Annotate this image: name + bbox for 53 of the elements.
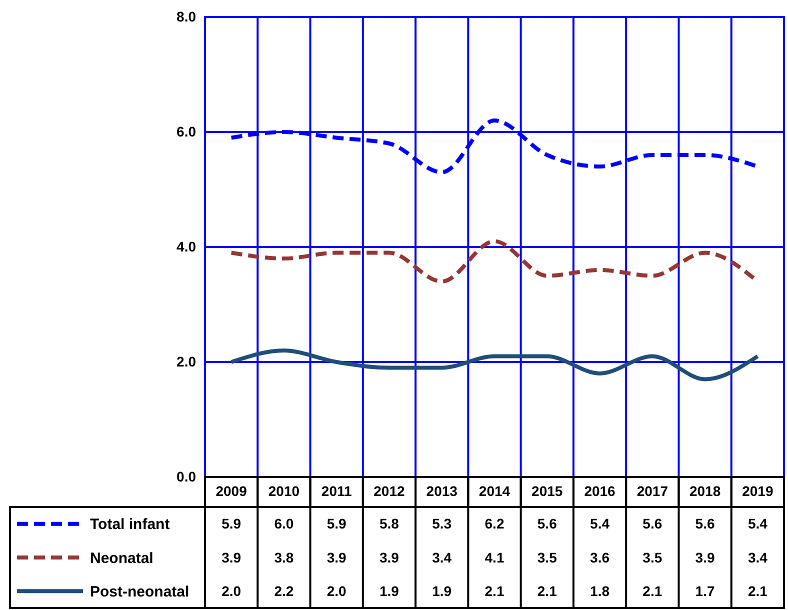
data-label: 3.5 — [537, 549, 558, 566]
x-tick-label: 2010 — [268, 482, 300, 499]
data-label: 3.9 — [326, 549, 347, 566]
x-tick-label: 2013 — [426, 482, 458, 499]
x-tick-label: 2019 — [742, 482, 774, 499]
data-label: 2.0 — [222, 583, 242, 600]
data-label: 4.1 — [484, 549, 504, 566]
data-label: 1.8 — [590, 583, 610, 600]
x-tick-label: 2015 — [532, 482, 563, 499]
line-series — [229, 348, 760, 382]
data-label: 3.9 — [379, 549, 400, 566]
x-tick-label: 2009 — [216, 482, 248, 499]
x-tick-label: 2012 — [374, 482, 406, 499]
data-label: 2.0 — [326, 583, 347, 600]
data-label: 1.9 — [432, 583, 452, 600]
y-tick-label: 4.0 — [176, 238, 196, 254]
data-label: 1.9 — [379, 583, 400, 600]
y-tick-label: 0.0 — [176, 468, 196, 484]
x-tick-label: 2018 — [689, 482, 721, 499]
data-label: 5.3 — [432, 516, 452, 532]
data-label: 5.6 — [537, 516, 558, 532]
data-label: 1.7 — [695, 583, 715, 600]
data-label: 6.0 — [274, 516, 294, 532]
data-label: 2.2 — [274, 583, 294, 600]
x-tick-label: 2014 — [478, 482, 510, 499]
data-label: 5.9 — [222, 516, 242, 532]
data-label: 3.5 — [642, 549, 662, 566]
data-label: 2.1 — [748, 583, 768, 600]
data-label: 5.4 — [748, 516, 768, 532]
data-label: 5.8 — [379, 516, 400, 532]
data-label: 3.8 — [274, 549, 294, 566]
y-tick-label: 2.0 — [176, 353, 196, 370]
data-label: 5.6 — [642, 516, 662, 532]
x-tick-label: 2017 — [636, 482, 668, 499]
legend-label: Neonatal — [90, 550, 154, 567]
data-label: 3.9 — [222, 549, 242, 566]
legend-label: Post-neonatal — [90, 583, 190, 600]
data-label: 3.4 — [432, 549, 452, 566]
data-label: 5.4 — [590, 516, 610, 532]
y-tick-label: 6.0 — [176, 123, 196, 140]
data-label: 2.1 — [484, 583, 504, 600]
data-label: 2.1 — [642, 583, 662, 600]
data-label: 3.9 — [695, 549, 715, 566]
data-label: 5.6 — [695, 516, 715, 532]
data-label: 3.4 — [748, 549, 768, 566]
data-label: 5.9 — [326, 516, 347, 532]
data-label: 2.1 — [537, 583, 558, 600]
data-label: 6.2 — [484, 516, 504, 532]
x-tick-label: 2016 — [584, 482, 616, 499]
legend-label: Total infant — [90, 516, 170, 534]
y-tick-label: 8.0 — [176, 8, 196, 24]
data-label: 3.6 — [590, 549, 610, 566]
x-tick-label: 2011 — [321, 482, 352, 499]
